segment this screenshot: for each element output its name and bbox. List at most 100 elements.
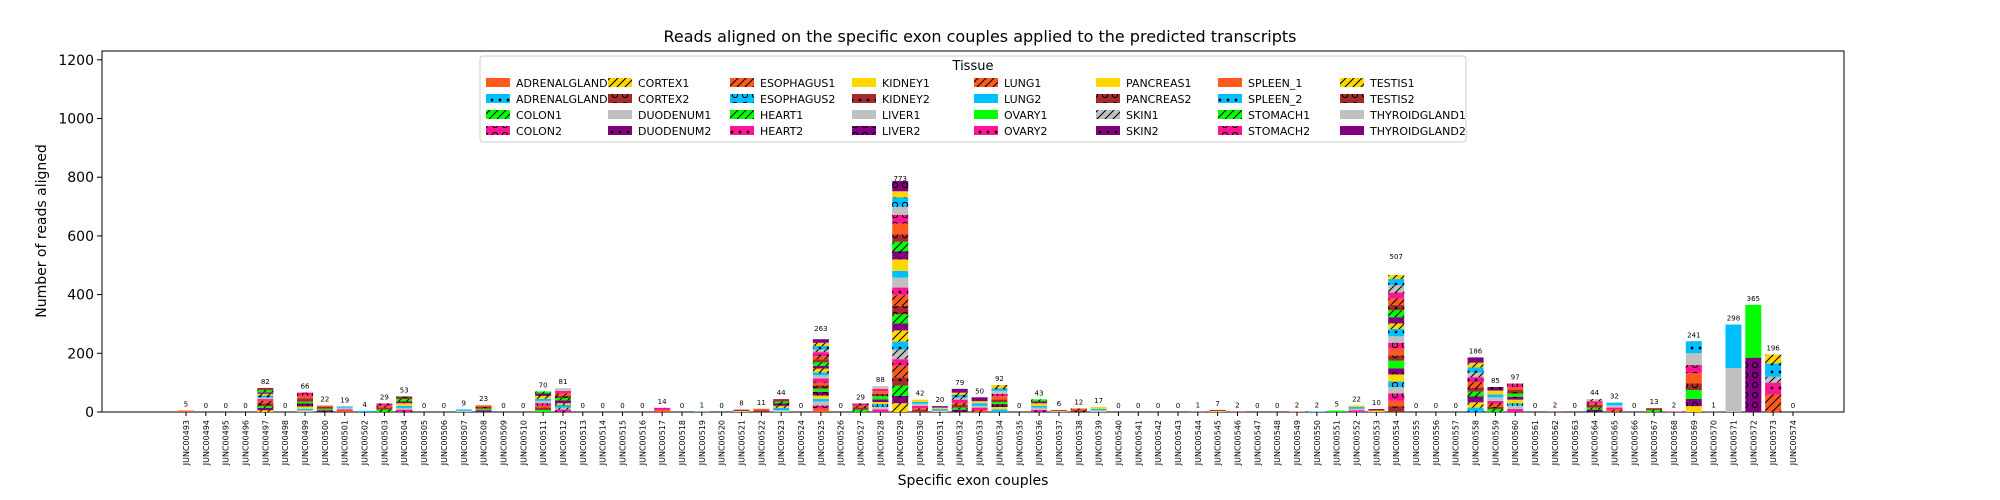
bar-segment-hatch	[812, 365, 829, 369]
bar-segment-hatch	[1388, 285, 1405, 293]
bar-segment-hatch	[991, 399, 1008, 403]
bar-segment-hatch	[1765, 354, 1782, 364]
bar-JUNC00558	[1467, 357, 1484, 412]
x-tick-label: JUNC00518	[678, 420, 687, 466]
bar-segment-hatch	[912, 409, 929, 412]
bar-segment-hatch	[1586, 404, 1603, 408]
x-tick-label: JUNC00529	[896, 420, 905, 466]
bar-segment	[733, 410, 750, 412]
x-tick-label: JUNC00539	[1095, 420, 1104, 466]
bar-value-label: 70	[539, 381, 548, 389]
legend-label: OVARY2	[1004, 125, 1047, 138]
bar-segment-hatch	[535, 398, 552, 401]
bar-segment-hatch	[892, 251, 909, 260]
bar-value-label: 0	[719, 402, 723, 410]
bar-segment-hatch	[1507, 396, 1524, 400]
bar-segment-hatch	[892, 365, 909, 378]
legend-swatch-hatch	[1218, 126, 1242, 135]
x-tick-label: JUNC00567	[1650, 420, 1659, 466]
bar-JUNC00567	[1646, 408, 1663, 412]
bar-segment	[1090, 407, 1107, 409]
x-tick-label: JUNC00494	[202, 420, 211, 466]
bar-segment-hatch	[892, 377, 909, 386]
bar-segment-hatch	[812, 356, 829, 360]
bar-segment	[912, 399, 929, 403]
x-tick-label: JUNC00545	[1214, 420, 1223, 466]
legend-label: ESOPHAGUS1	[760, 77, 835, 90]
bar-segment-hatch	[1745, 357, 1762, 412]
bar-segment-hatch	[773, 399, 790, 402]
bar-JUNC00565	[1606, 402, 1623, 412]
bar-segment-hatch	[554, 404, 571, 408]
bar-value-label: 0	[640, 402, 644, 410]
x-tick-label: JUNC00506	[440, 420, 449, 466]
bar-value-label: 4	[362, 401, 367, 409]
bar-JUNC00530	[912, 399, 929, 412]
bar-segment-hatch	[951, 397, 968, 400]
legend-swatch-hatch	[1218, 94, 1242, 103]
bar-segment-hatch	[257, 403, 274, 407]
x-tick-label: JUNC00548	[1273, 420, 1282, 466]
x-tick-label: JUNC00509	[499, 420, 508, 466]
x-tick-label: JUNC00543	[1174, 420, 1183, 466]
bar-JUNC00571	[1725, 324, 1742, 412]
x-tick-label: JUNC00572	[1749, 420, 1758, 466]
bar-segment-hatch	[892, 241, 909, 252]
bar-segment-hatch	[1467, 407, 1484, 412]
bar-segment-hatch	[951, 407, 968, 410]
x-tick-label: JUNC00525	[817, 420, 826, 466]
bar-segment	[1308, 411, 1325, 412]
bar-segment-hatch	[812, 405, 829, 409]
bar-segment-hatch	[1348, 410, 1365, 412]
bar-segment-hatch	[971, 407, 988, 410]
bar-segment-hatch	[852, 403, 869, 406]
bar-segment-hatch	[554, 407, 571, 410]
bar-segment-hatch	[1685, 365, 1702, 374]
bar-segment	[1685, 389, 1702, 399]
bar-segment-hatch	[257, 407, 274, 411]
bar-segment	[1328, 410, 1345, 412]
bar-segment-hatch	[475, 407, 492, 409]
x-tick-label: JUNC00521	[738, 420, 747, 466]
bar-value-label: 0	[243, 402, 247, 410]
bar-segment-hatch	[1487, 409, 1504, 412]
bar-segment-hatch	[376, 403, 393, 406]
bar-segment-hatch	[812, 362, 829, 366]
x-tick-label: JUNC00526	[837, 420, 846, 466]
bar-segment-hatch	[376, 407, 393, 410]
legend-swatch-hatch	[1096, 126, 1120, 135]
bar-segment-hatch	[991, 404, 1008, 408]
x-tick-label: JUNC00541	[1134, 420, 1143, 466]
bar-value-label: 241	[1687, 331, 1700, 339]
bar-value-label: 92	[995, 375, 1004, 383]
bar-segment	[1665, 411, 1682, 412]
bar-value-label: 2	[1553, 401, 1557, 409]
bar-segment-hatch	[1467, 387, 1484, 392]
bar-value-label: 0	[521, 402, 525, 410]
bar-JUNC00572	[1745, 304, 1762, 412]
bar-segment	[872, 391, 889, 394]
bar-JUNC00527	[852, 403, 869, 412]
x-tick-label: JUNC00538	[1075, 420, 1084, 466]
bar-segment-hatch	[1388, 381, 1405, 388]
bar-JUNC00529	[892, 181, 909, 412]
x-tick-label: JUNC00534	[995, 420, 1004, 466]
x-tick-label: JUNC00573	[1769, 420, 1778, 466]
bar-segment-hatch	[1467, 382, 1484, 388]
bar-segment-hatch	[1507, 403, 1524, 406]
bar-segment-hatch	[1487, 387, 1504, 391]
legend-item-duodenum2: DUODENUM2	[608, 125, 711, 138]
bar-segment	[1388, 400, 1405, 407]
bar-segment	[554, 388, 571, 391]
legend-swatch	[974, 110, 998, 119]
bar-segment	[1685, 406, 1702, 412]
bar-segment-hatch	[1765, 394, 1782, 412]
bar-value-label: 19	[340, 396, 349, 404]
bar-segment-hatch	[535, 391, 552, 394]
x-tick-label: JUNC00507	[460, 420, 469, 466]
legend-item-kidney1: KIDNEY1	[852, 77, 930, 90]
x-tick-label: JUNC00561	[1531, 420, 1540, 466]
y-tick-label: 600	[67, 229, 94, 245]
bar-segment-hatch	[1070, 410, 1087, 412]
legend-item-liver2: LIVER2	[852, 125, 921, 138]
